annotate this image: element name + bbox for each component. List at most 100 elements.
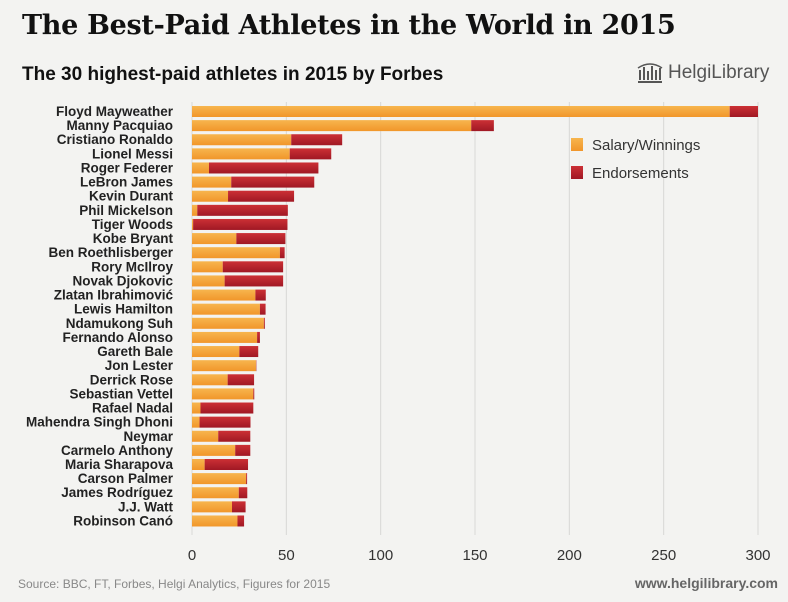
- bar-endorsements: [259, 303, 266, 315]
- category-label: Gareth Bale: [97, 344, 173, 359]
- bar-endorsements: [218, 430, 251, 442]
- category-label: Sebastian Vettel: [69, 386, 173, 401]
- chart-subtitle: The 30 highest-paid athletes in 2015 by …: [22, 64, 444, 85]
- bar-endorsements: [246, 473, 248, 485]
- bar-endorsements: [289, 148, 332, 160]
- category-label: Rory McIlroy: [91, 259, 173, 274]
- bar-salary: [192, 346, 240, 358]
- x-tick-label: 250: [651, 547, 676, 564]
- x-tick-label: 150: [462, 547, 487, 564]
- source-note: Source: BBC, FT, Forbes, Helgi Analytics…: [18, 577, 331, 591]
- bar-endorsements: [471, 120, 494, 132]
- bar-salary: [192, 275, 225, 287]
- bar-salary: [192, 289, 256, 301]
- category-label: Kevin Durant: [89, 189, 174, 204]
- x-tick-label: 0: [188, 547, 196, 564]
- bar-endorsements: [208, 162, 319, 174]
- bar-endorsements: [200, 402, 254, 414]
- category-label: Phil Mickelson: [79, 203, 173, 218]
- category-label: Novak Djokovic: [72, 273, 173, 288]
- bar-endorsements: [199, 416, 251, 428]
- bar-endorsements: [231, 176, 315, 188]
- bar-salary: [192, 176, 232, 188]
- category-label: Lionel Messi: [92, 146, 173, 161]
- legend-swatch: [571, 166, 583, 179]
- bar-salary: [192, 162, 209, 174]
- bar-salary: [192, 374, 228, 386]
- category-label: Rafael Nadal: [92, 401, 173, 416]
- website-link[interactable]: www.helgilibrary.com: [634, 575, 778, 591]
- bar-endorsements: [291, 134, 343, 146]
- category-label: Ndamukong Suh: [66, 316, 173, 331]
- category-label: Lewis Hamilton: [74, 302, 173, 317]
- helgi-library-logo[interactable]: HelgiLibrary: [636, 62, 769, 84]
- category-label: Carmelo Anthony: [61, 443, 173, 458]
- bar-endorsements: [279, 247, 285, 259]
- category-label: Zlatan Ibrahimović: [54, 288, 174, 303]
- bar-salary: [192, 190, 229, 202]
- bar-endorsements: [255, 289, 266, 301]
- bar-salary: [192, 233, 237, 245]
- bar-salary: [192, 218, 194, 230]
- category-label: James Rodríguez: [61, 485, 173, 500]
- bar-salary: [192, 487, 239, 499]
- bar-endorsements: [227, 374, 255, 386]
- bar-salary: [192, 416, 200, 428]
- bar-salary: [192, 515, 238, 527]
- logo-text: HelgiLibrary: [668, 62, 770, 83]
- bar-salary: [192, 402, 201, 414]
- bar-salary: [192, 501, 232, 513]
- bar-salary: [192, 120, 472, 132]
- bar-endorsements: [235, 444, 251, 456]
- bar-endorsements: [222, 261, 284, 273]
- bar-salary: [192, 204, 198, 216]
- bar-endorsements: [729, 106, 758, 117]
- legend-label: Endorsements: [592, 165, 689, 182]
- x-tick-label: 100: [368, 547, 393, 564]
- legend-swatch: [571, 138, 583, 151]
- bar-salary: [192, 317, 264, 329]
- bar-endorsements: [228, 190, 295, 202]
- bar-salary: [192, 459, 205, 470]
- category-label: Ben Roethlisberger: [48, 245, 173, 260]
- bar-endorsements: [204, 459, 249, 470]
- category-label: Carson Palmer: [78, 471, 174, 486]
- bar-salary: [192, 360, 256, 372]
- bar-endorsements: [263, 317, 265, 329]
- bar-salary: [192, 388, 254, 400]
- x-tick-label: 300: [745, 547, 770, 564]
- bar-endorsements: [231, 501, 246, 513]
- x-tick-label: 50: [278, 547, 295, 564]
- category-label: Manny Pacquiao: [66, 118, 173, 133]
- library-logo-icon: [637, 63, 663, 83]
- bar-endorsements: [253, 388, 255, 400]
- bar-salary: [192, 261, 223, 273]
- legend-label: Salary/Winnings: [592, 137, 700, 154]
- category-label: Floyd Mayweather: [56, 104, 174, 119]
- bar-endorsements: [239, 346, 259, 358]
- category-label: J.J. Watt: [118, 499, 174, 514]
- chart-title: The Best-Paid Athletes in the World in 2…: [22, 10, 676, 41]
- bar-endorsements: [193, 218, 288, 230]
- bar-endorsements: [224, 275, 284, 287]
- bar-endorsements: [237, 515, 245, 527]
- bar-salary: [192, 430, 219, 442]
- category-label: Fernando Alonso: [63, 330, 174, 345]
- bar-endorsements: [257, 331, 260, 343]
- bar-salary: [192, 473, 247, 485]
- bar-salary: [192, 134, 292, 146]
- category-label: Cristiano Ronaldo: [57, 132, 173, 147]
- bar-endorsements: [238, 487, 248, 499]
- bar-salary: [192, 148, 290, 160]
- bar-endorsements: [197, 204, 288, 216]
- category-label: LeBron James: [80, 175, 173, 190]
- category-label: Mahendra Singh Dhoni: [26, 415, 173, 430]
- bar-salary: [192, 331, 258, 343]
- category-label: Neymar: [123, 429, 173, 444]
- category-label: Kobe Bryant: [93, 231, 174, 246]
- category-label: Robinson Canó: [73, 513, 173, 528]
- category-label: Maria Sharapova: [65, 457, 174, 472]
- category-label: Tiger Woods: [92, 217, 173, 232]
- category-label: Derrick Rose: [90, 372, 174, 387]
